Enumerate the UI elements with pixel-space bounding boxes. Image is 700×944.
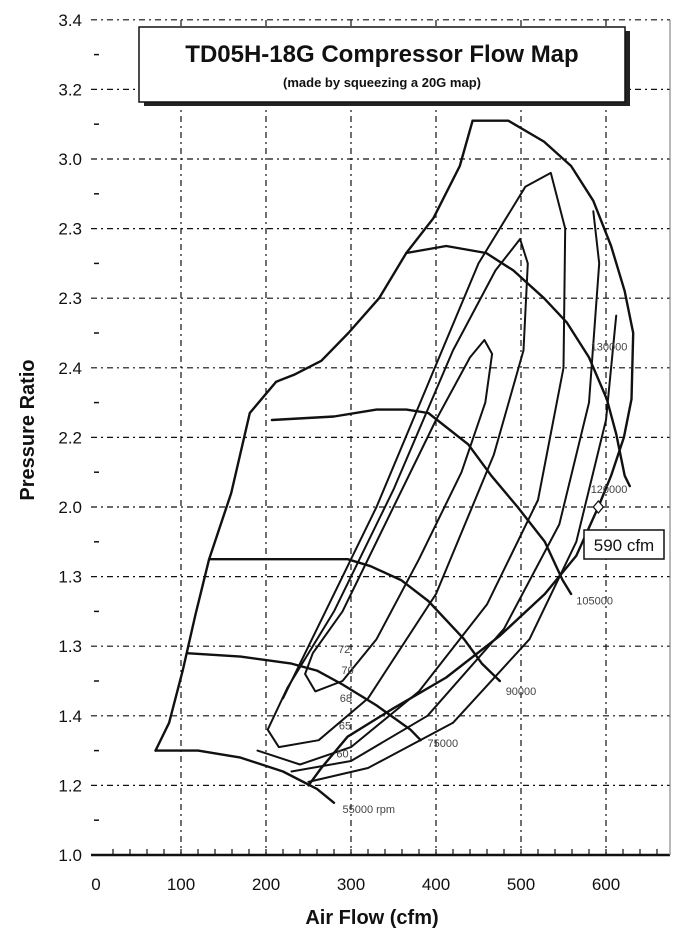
speed-line-120000 — [405, 244, 631, 488]
map-curves — [154, 119, 635, 804]
speed-line-130000 — [307, 119, 635, 787]
efficiency-island-70 — [266, 238, 529, 749]
efficiency-label: 60 — [336, 749, 348, 761]
efficiency-label: 65 — [339, 721, 351, 733]
y-tick-label: 3.0 — [58, 150, 82, 169]
efficiency-island-72 — [304, 339, 494, 693]
efficiency-island-60 — [307, 314, 618, 783]
speed-line-label: 130000 — [591, 341, 628, 353]
speed-line-90000 — [207, 558, 501, 683]
title-box-frame — [138, 26, 626, 103]
efficiency-label: 68 — [340, 693, 352, 705]
speed-line-105000 — [270, 408, 573, 596]
speed-line-75000 — [185, 652, 422, 742]
y-tick-label: 2.4 — [58, 359, 82, 378]
y-tick-label: 1.4 — [58, 707, 82, 726]
efficiency-label: 70 — [341, 665, 353, 677]
annotation-box — [583, 529, 665, 560]
speed-line-label: 55000 rpm — [343, 804, 396, 816]
speed-line-label: 75000 — [428, 738, 459, 750]
efficiency-label: 72 — [338, 644, 350, 656]
chart-title: TD05H-18G Compressor Flow Map — [185, 41, 578, 68]
chart-subtitle: (made by squeezing a 20G map) — [283, 75, 481, 90]
axes: 0 100 200 300 400 500 600 1.0 1.2 1.4 1.3 1.3 2.0 2.2… — [58, 11, 671, 894]
y-tick-label: 3.2 — [58, 80, 82, 99]
annotation-text: 590 cfm — [594, 536, 654, 555]
annotation-590cfm: 590 cfm — [583, 499, 665, 560]
y-tick-label: 1.2 — [58, 776, 82, 795]
annotation-marker — [592, 499, 605, 515]
y-tick-label: 2.3 — [58, 220, 82, 239]
y-tick-label: 1.0 — [58, 846, 82, 865]
efficiency-island-68 — [256, 171, 567, 766]
y-tick-label: 2.3 — [58, 289, 82, 308]
x-tick-label: 200 — [252, 875, 280, 894]
x-tick-label: 0 — [91, 875, 100, 894]
curve-labels: 55000 rpm 75000 90000 105000 120000 130000 72 7… — [336, 341, 627, 816]
efficiency-island-65 — [290, 210, 601, 773]
x-tick-label: 600 — [592, 875, 620, 894]
x-tick-label: 500 — [507, 875, 535, 894]
x-axis-label: Air Flow (cfm) — [305, 907, 438, 929]
y-tick-label: 3.4 — [58, 11, 82, 30]
speed-line-55000 — [154, 749, 336, 804]
y-tick-label: 2.2 — [58, 428, 82, 447]
y-tick-label: 2.0 — [58, 498, 82, 517]
x-tick-label: 400 — [422, 875, 450, 894]
speed-line-label: 120000 — [591, 484, 628, 496]
speed-line-label: 105000 — [576, 595, 613, 607]
y-tick-label: 1.3 — [58, 568, 82, 587]
y-axis-label: Pressure Ratio — [17, 359, 39, 500]
x-tick-label: 100 — [167, 875, 195, 894]
x-tick-label: 300 — [337, 875, 365, 894]
y-tick-label: 1.3 — [58, 637, 82, 656]
gridlines — [91, 19, 670, 855]
speed-line-label: 90000 — [506, 686, 537, 698]
surge-line — [154, 119, 474, 752]
title-box: TD05H-18G Compressor Flow Map (made by s… — [138, 26, 630, 106]
